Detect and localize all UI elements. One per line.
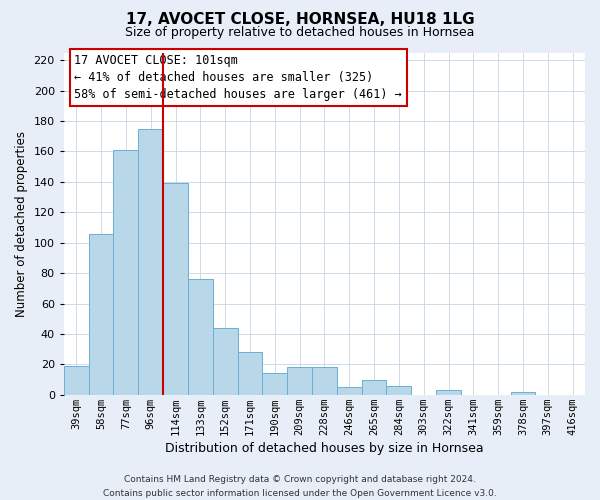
Text: 17, AVOCET CLOSE, HORNSEA, HU18 1LG: 17, AVOCET CLOSE, HORNSEA, HU18 1LG [125,12,475,28]
Y-axis label: Number of detached properties: Number of detached properties [15,130,28,316]
Bar [436,390,461,395]
Bar [312,368,337,395]
Bar [337,387,362,395]
Bar [64,366,89,395]
Bar [238,352,262,395]
Bar [163,184,188,395]
Bar [213,328,238,395]
Text: 17 AVOCET CLOSE: 101sqm
← 41% of detached houses are smaller (325)
58% of semi-d: 17 AVOCET CLOSE: 101sqm ← 41% of detache… [74,54,402,101]
X-axis label: Distribution of detached houses by size in Hornsea: Distribution of detached houses by size … [165,442,484,455]
Bar [386,386,411,395]
Bar [113,150,138,395]
Bar [511,392,535,395]
Bar [362,380,386,395]
Bar [188,279,213,395]
Text: Size of property relative to detached houses in Hornsea: Size of property relative to detached ho… [125,26,475,39]
Bar [262,374,287,395]
Bar [138,128,163,395]
Text: Contains HM Land Registry data © Crown copyright and database right 2024.
Contai: Contains HM Land Registry data © Crown c… [103,476,497,498]
Bar [89,234,113,395]
Bar [287,368,312,395]
